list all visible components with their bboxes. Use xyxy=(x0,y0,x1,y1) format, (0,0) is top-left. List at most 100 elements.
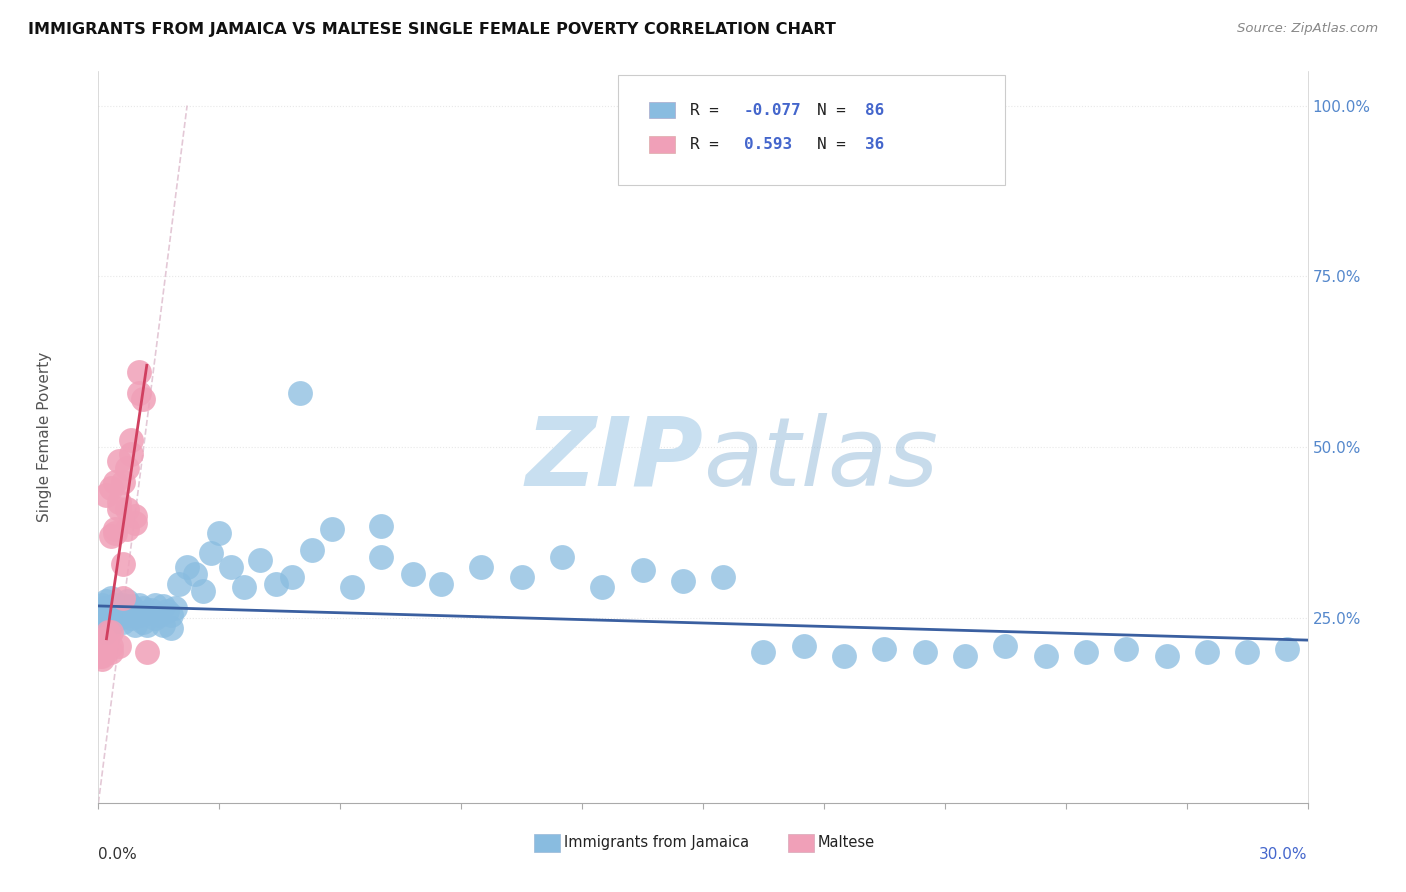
FancyBboxPatch shape xyxy=(648,136,675,153)
Point xyxy=(264,577,287,591)
Point xyxy=(301,542,323,557)
Point xyxy=(93,632,115,646)
Point xyxy=(120,599,142,613)
Point xyxy=(107,601,129,615)
Point xyxy=(111,475,134,489)
Point xyxy=(111,615,134,629)
Point xyxy=(97,604,120,618)
Point xyxy=(96,594,118,608)
Point xyxy=(100,481,122,495)
Point xyxy=(321,522,343,536)
Point xyxy=(370,519,392,533)
Point xyxy=(132,392,155,407)
Point xyxy=(591,581,613,595)
Point xyxy=(470,560,492,574)
Point xyxy=(994,639,1017,653)
Point xyxy=(128,607,150,622)
Text: -0.077: -0.077 xyxy=(744,103,801,118)
Point xyxy=(124,508,146,523)
Text: 86: 86 xyxy=(865,103,884,118)
Point xyxy=(193,583,215,598)
Point xyxy=(124,618,146,632)
Point xyxy=(89,645,111,659)
Point xyxy=(111,557,134,571)
Point xyxy=(96,639,118,653)
Point xyxy=(91,639,114,653)
Text: IMMIGRANTS FROM JAMAICA VS MALTESE SINGLE FEMALE POVERTY CORRELATION CHART: IMMIGRANTS FROM JAMAICA VS MALTESE SINGL… xyxy=(28,22,837,37)
Point xyxy=(107,639,129,653)
Text: N =: N = xyxy=(817,103,855,118)
Point xyxy=(128,607,150,622)
Point xyxy=(111,591,134,605)
Text: N =: N = xyxy=(817,137,855,152)
Text: Maltese: Maltese xyxy=(818,835,875,850)
Point xyxy=(752,645,775,659)
Text: Single Female Poverty: Single Female Poverty xyxy=(37,352,52,522)
Point xyxy=(1074,645,1097,659)
Point xyxy=(89,648,111,663)
Point xyxy=(249,553,271,567)
Point xyxy=(96,611,118,625)
Point xyxy=(135,618,157,632)
Text: atlas: atlas xyxy=(703,412,938,506)
Point xyxy=(97,624,120,639)
Point xyxy=(103,522,125,536)
Point xyxy=(96,488,118,502)
Point xyxy=(132,601,155,615)
Point xyxy=(1277,642,1299,657)
Point xyxy=(107,501,129,516)
Point xyxy=(402,566,425,581)
Point xyxy=(96,624,118,639)
Point xyxy=(124,604,146,618)
Point xyxy=(167,577,190,591)
Point xyxy=(100,591,122,605)
Point xyxy=(143,611,166,625)
Point xyxy=(200,546,222,560)
Point xyxy=(100,645,122,659)
Point xyxy=(143,598,166,612)
Point xyxy=(631,563,654,577)
Point xyxy=(1035,648,1057,663)
Point xyxy=(281,570,304,584)
Text: 0.593: 0.593 xyxy=(744,137,792,152)
Point xyxy=(128,365,150,379)
Text: ZIP: ZIP xyxy=(524,412,703,506)
Point xyxy=(1195,645,1218,659)
Text: Source: ZipAtlas.com: Source: ZipAtlas.com xyxy=(1237,22,1378,36)
Point xyxy=(103,475,125,489)
Point xyxy=(115,522,138,536)
Point xyxy=(103,607,125,622)
Point xyxy=(93,601,115,615)
Point xyxy=(128,598,150,612)
Point xyxy=(135,645,157,659)
Point xyxy=(1115,642,1137,657)
Point xyxy=(152,618,174,632)
Text: R =: R = xyxy=(690,137,728,152)
Point xyxy=(139,603,162,617)
Point xyxy=(103,607,125,622)
Point xyxy=(510,570,533,584)
Point xyxy=(107,495,129,509)
Text: 0.0%: 0.0% xyxy=(98,847,138,862)
Point xyxy=(135,606,157,620)
Point xyxy=(100,624,122,639)
Point xyxy=(370,549,392,564)
Point xyxy=(120,611,142,625)
Point xyxy=(132,615,155,629)
Point xyxy=(430,577,453,591)
FancyBboxPatch shape xyxy=(787,833,814,852)
Point xyxy=(120,607,142,622)
Point xyxy=(221,560,243,574)
Point xyxy=(176,560,198,574)
Point xyxy=(873,642,896,657)
Point xyxy=(100,601,122,615)
Point xyxy=(128,385,150,400)
Point xyxy=(115,501,138,516)
Point xyxy=(120,434,142,448)
FancyBboxPatch shape xyxy=(534,833,561,852)
Point xyxy=(832,648,855,663)
Point xyxy=(124,516,146,530)
Point xyxy=(342,581,364,595)
FancyBboxPatch shape xyxy=(648,102,675,118)
Point xyxy=(672,574,695,588)
